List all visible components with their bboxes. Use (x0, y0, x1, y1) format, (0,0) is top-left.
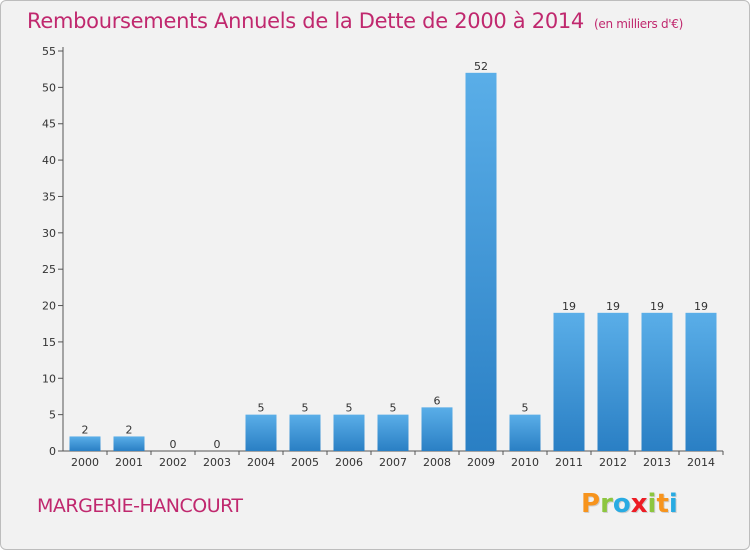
bar (465, 72, 497, 452)
bar-value-label: 19 (606, 300, 620, 313)
commune-name: MARGERIE-HANCOURT (37, 495, 243, 517)
y-tick-label: 25 (42, 263, 56, 276)
y-tick-label: 15 (42, 336, 56, 349)
y-tick-label: 45 (42, 118, 56, 131)
logo-letter: i (647, 489, 657, 519)
y-tick-label: 35 (42, 190, 56, 203)
logo-letter: o (612, 489, 631, 519)
bar (289, 414, 321, 451)
logo-letter: r (600, 489, 613, 519)
bar (69, 436, 101, 451)
bar (245, 414, 277, 451)
x-tick-label: 2013 (643, 456, 671, 469)
bar-value-label: 2 (126, 423, 133, 436)
x-tick-label: 2010 (511, 456, 539, 469)
bar-value-label: 19 (694, 300, 708, 313)
x-tick-label: 2001 (115, 456, 143, 469)
bar (553, 312, 585, 451)
bar-value-label: 5 (258, 402, 265, 415)
x-tick-label: 2006 (335, 456, 363, 469)
chart-unit: (en milliers d'€) (594, 17, 684, 31)
chart-title-text: Remboursements Annuels de la Dette de 20… (27, 9, 584, 33)
x-tick-label: 2009 (467, 456, 495, 469)
y-tick-label: 0 (49, 445, 56, 458)
y-tick-label: 10 (42, 372, 56, 385)
bar-value-label: 52 (474, 60, 488, 73)
x-tick-label: 2005 (291, 456, 319, 469)
bar-value-label: 5 (302, 402, 309, 415)
y-tick-label: 5 (49, 409, 56, 422)
x-tick-label: 2014 (687, 456, 715, 469)
bar-value-label: 2 (82, 423, 89, 436)
logo-letter: i (668, 489, 678, 519)
logo-letter: x (630, 489, 648, 519)
bar (333, 414, 365, 451)
bar-value-label: 5 (346, 402, 353, 415)
y-tick-label: 30 (42, 227, 56, 240)
bar-value-label: 0 (214, 438, 221, 451)
bar (641, 312, 673, 451)
bar-value-label: 6 (434, 394, 441, 407)
bar-value-label: 5 (522, 402, 529, 415)
y-tick-label: 55 (42, 45, 56, 58)
proxiti-logo: Proxiti (581, 489, 678, 519)
x-tick-label: 2007 (379, 456, 407, 469)
x-tick-label: 2003 (203, 456, 231, 469)
bar-value-label: 5 (390, 402, 397, 415)
bar (421, 407, 453, 451)
bar (597, 312, 629, 451)
y-tick-label: 50 (42, 81, 56, 94)
x-tick-label: 2008 (423, 456, 451, 469)
bar (685, 312, 717, 451)
bar-value-label: 19 (650, 300, 664, 313)
x-tick-label: 2000 (71, 456, 99, 469)
x-tick-label: 2011 (555, 456, 583, 469)
bar (377, 414, 409, 451)
bar (113, 436, 145, 451)
bar (509, 414, 541, 451)
chart-title: Remboursements Annuels de la Dette de 20… (27, 9, 683, 33)
logo-letter: t (656, 489, 669, 519)
logo-letter: P (581, 489, 601, 519)
bar-value-label: 19 (562, 300, 576, 313)
y-tick-label: 20 (42, 300, 56, 313)
x-tick-label: 2012 (599, 456, 627, 469)
x-tick-label: 2004 (247, 456, 275, 469)
y-tick-label: 40 (42, 154, 56, 167)
bar-value-label: 0 (170, 438, 177, 451)
x-tick-label: 2002 (159, 456, 187, 469)
